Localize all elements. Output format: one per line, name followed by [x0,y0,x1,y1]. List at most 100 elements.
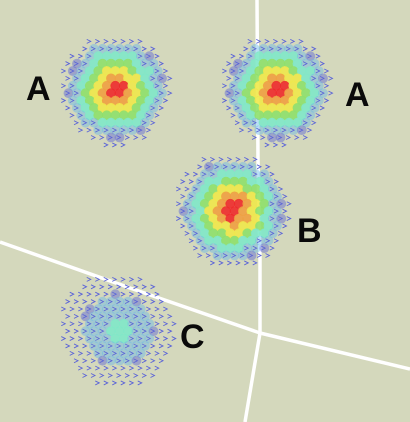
heat-mark [311,46,317,52]
heat-cell [118,80,129,91]
heat-cell [110,66,121,76]
heat-mark [141,314,147,319]
heat-cell [263,221,274,231]
heat-mark [171,336,177,341]
heat-mark [73,76,79,81]
heat-mark [188,179,195,184]
heat-cell [123,88,133,99]
heat-cell [233,58,243,69]
heat-mark [95,365,101,371]
heat-mark [269,245,275,251]
heat-mark [205,164,211,170]
heat-cell [208,213,219,224]
heat-mark [65,105,71,111]
heat-cell [309,88,320,99]
heat-cell [296,110,307,121]
road-south [243,332,262,422]
heat-mark [95,336,101,341]
heat-cell [255,191,265,202]
heat-cell [157,73,167,84]
heat-cell [221,250,231,261]
heat-mark [307,127,313,133]
heat-mark [163,321,169,327]
heat-cell [97,311,108,322]
heat-cell [63,88,74,99]
heat-mark [103,321,109,327]
heat-mark [154,306,160,312]
heat-cell [267,103,277,113]
heat-cell [258,58,269,69]
heat-mark [278,216,284,221]
heat-cell [267,184,278,194]
heat-mark [154,83,160,89]
heat-cell [118,51,129,62]
heat-mark [86,336,92,341]
heat-mark [234,120,241,126]
heat-mark [273,179,280,184]
heat-mark [124,314,130,319]
heat-mark [230,112,236,118]
heat-mark [311,76,317,81]
heat-cell [93,304,104,314]
heat-cell [195,191,206,202]
heat-mark [247,38,253,44]
heat-mark [107,314,113,319]
label-a-right: A [345,76,371,114]
heat-mark [158,105,165,111]
heat-mark [282,223,288,229]
heat-mark [184,171,190,177]
heat-cell [229,235,240,246]
heat-mark [65,328,71,334]
heat-mark [95,276,101,282]
heat-cell [255,221,265,231]
heat-mark [99,314,105,319]
heat-mark [129,291,135,297]
heat-mark [154,291,160,297]
heat-mark [180,223,186,229]
heat-mark [197,238,203,244]
heat-cell [263,235,274,246]
heat-mark [158,343,165,349]
heat-mark [239,253,245,258]
heat-mark [193,245,199,251]
heat-mark [99,373,105,378]
heat-mark [82,46,88,52]
heat-mark [137,276,143,282]
heat-cell [101,66,112,76]
heat-cell [275,132,286,143]
heat-mark [82,373,88,378]
heat-mark [69,83,75,89]
heat-mark [82,299,88,304]
heat-cell [191,184,202,194]
heat-cell [229,176,240,187]
heat-cell [242,198,253,209]
heat-mark [226,105,232,111]
heat-cell [225,228,236,239]
label-c: C [180,318,206,356]
heat-mark [65,90,71,96]
heat-cell [288,110,299,121]
heat-mark [176,201,182,207]
heat-mark [281,142,287,148]
heat-mark [328,75,334,81]
heat-mark [243,120,249,126]
heat-mark [167,343,173,349]
heat-cell [152,66,163,76]
heat-mark [256,238,262,244]
heat-mark [78,53,84,59]
heat-mark [112,38,118,44]
heat-mark [133,343,139,349]
heat-cell [284,117,294,128]
heat-mark [193,186,199,192]
heat-mark [146,112,152,118]
heat-cell [250,198,261,209]
hotspot-b [176,156,292,266]
heat-cell [229,250,240,261]
heat-cell [114,58,125,69]
heat-mark [319,90,325,96]
heat-mark [210,260,216,266]
heat-mark [328,90,334,96]
heat-cell [221,161,231,172]
heat-mark [120,291,126,297]
